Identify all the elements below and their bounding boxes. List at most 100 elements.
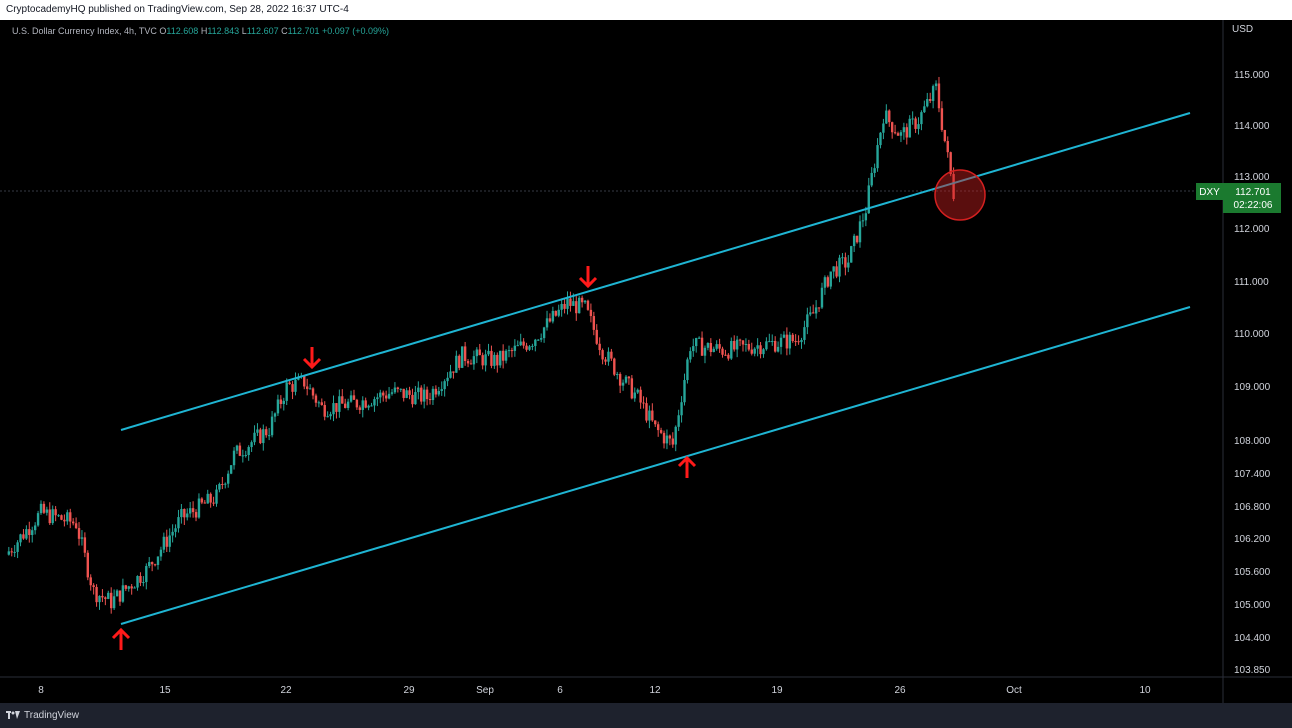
candle-body — [253, 432, 256, 443]
price-tick-label: 106.800 — [1234, 502, 1271, 513]
candle-body — [604, 359, 607, 362]
candle-body — [48, 509, 51, 524]
candle-body — [206, 493, 209, 504]
candle-body — [267, 435, 271, 437]
candle-body — [537, 339, 540, 341]
candle-body — [522, 341, 525, 346]
candle-body — [651, 410, 654, 421]
candle-body — [384, 395, 388, 399]
candle-body — [45, 509, 49, 513]
candle-body — [908, 118, 911, 138]
candle-body — [534, 339, 537, 346]
candle-body — [586, 300, 590, 310]
candle-body — [496, 354, 499, 366]
candle-body — [414, 392, 417, 405]
candle-body — [112, 596, 116, 609]
candle-body — [899, 132, 903, 136]
chart-svg[interactable]: 115.000 114.000 113.000 112.000 111.000 110.0… — [0, 20, 1292, 703]
candle-body — [69, 512, 72, 522]
candle-body — [209, 493, 212, 503]
candle-body — [563, 303, 566, 309]
candle-body — [738, 339, 742, 341]
candle-body — [332, 403, 335, 415]
breakdown-circle[interactable] — [934, 169, 986, 221]
candle-body — [499, 350, 502, 366]
candle-body — [759, 345, 762, 355]
chart-area[interactable]: 115.000 114.000 113.000 112.000 111.000 110.0… — [0, 20, 1292, 703]
channel-upper-line[interactable] — [120, 112, 1191, 431]
candle-body — [323, 405, 326, 417]
candle-body — [820, 287, 824, 308]
candle-body — [294, 379, 297, 392]
candle-body — [733, 340, 736, 350]
candle-body — [42, 503, 46, 513]
candle-body — [654, 420, 657, 425]
candle-body — [241, 455, 245, 457]
currency-label[interactable]: USD — [1232, 24, 1254, 35]
candle-body — [692, 346, 695, 352]
publish-text: CryptocademyHQ published on TradingView.… — [6, 4, 349, 15]
candle-body — [610, 351, 613, 359]
candle-body — [118, 590, 122, 602]
candle-body — [674, 426, 677, 445]
candle-body — [469, 363, 473, 365]
candle-body — [399, 388, 402, 390]
candle-body — [771, 340, 774, 342]
candle-body — [487, 350, 490, 355]
candle-body — [200, 498, 204, 503]
candle-body — [110, 592, 113, 609]
candle-body — [98, 595, 101, 603]
candle-body — [730, 340, 733, 359]
channel-lower-line[interactable] — [120, 306, 1191, 625]
candle-body — [232, 450, 236, 466]
candle-body — [855, 235, 859, 243]
candle-body — [121, 585, 125, 602]
candle-body — [256, 429, 259, 433]
candle-body — [159, 549, 163, 557]
candle-body — [861, 220, 865, 222]
candle-body — [197, 498, 201, 518]
candle-body — [142, 582, 145, 584]
candle-body — [618, 374, 622, 386]
candle-body — [285, 382, 288, 401]
candle-body — [130, 586, 133, 589]
candle-body — [659, 430, 663, 433]
candle-body — [39, 503, 43, 514]
candle-body — [466, 361, 470, 364]
candle-body — [636, 389, 639, 393]
publish-header: CryptocademyHQ published on TradingView.… — [0, 0, 1292, 20]
candle-body — [165, 536, 168, 547]
tradingview-logo[interactable]: TradingView — [6, 710, 79, 721]
candle-body — [803, 327, 806, 340]
candle-body — [814, 307, 818, 314]
candle-body — [513, 345, 517, 351]
candle-body — [896, 133, 900, 136]
candle-body — [624, 376, 628, 383]
candle-body — [229, 465, 233, 474]
candle-body — [668, 435, 672, 439]
candle-body — [773, 340, 777, 352]
candle-body — [864, 213, 868, 221]
candle-body — [373, 399, 376, 406]
candle-body — [592, 316, 596, 330]
candle-body — [221, 483, 224, 485]
candle-body — [838, 257, 841, 277]
time-tick-label: 15 — [159, 685, 171, 696]
price-tick-label: 107.400 — [1234, 469, 1271, 480]
candle-body — [308, 388, 312, 390]
candle-body — [712, 348, 715, 352]
candle-body — [10, 551, 13, 553]
candle-body — [800, 339, 803, 343]
candle-body — [25, 529, 28, 539]
candle-body — [183, 509, 186, 518]
footer-bar: TradingView — [0, 703, 1292, 728]
candle-body — [461, 346, 464, 368]
legend-high: 112.843 — [207, 26, 240, 36]
candle-body — [782, 334, 786, 338]
candle-body — [279, 399, 283, 404]
price-badge-bg — [1223, 183, 1281, 213]
candle-body — [417, 387, 420, 393]
candle-body — [22, 534, 25, 539]
candle-body — [244, 455, 247, 457]
candle-body — [940, 108, 944, 130]
